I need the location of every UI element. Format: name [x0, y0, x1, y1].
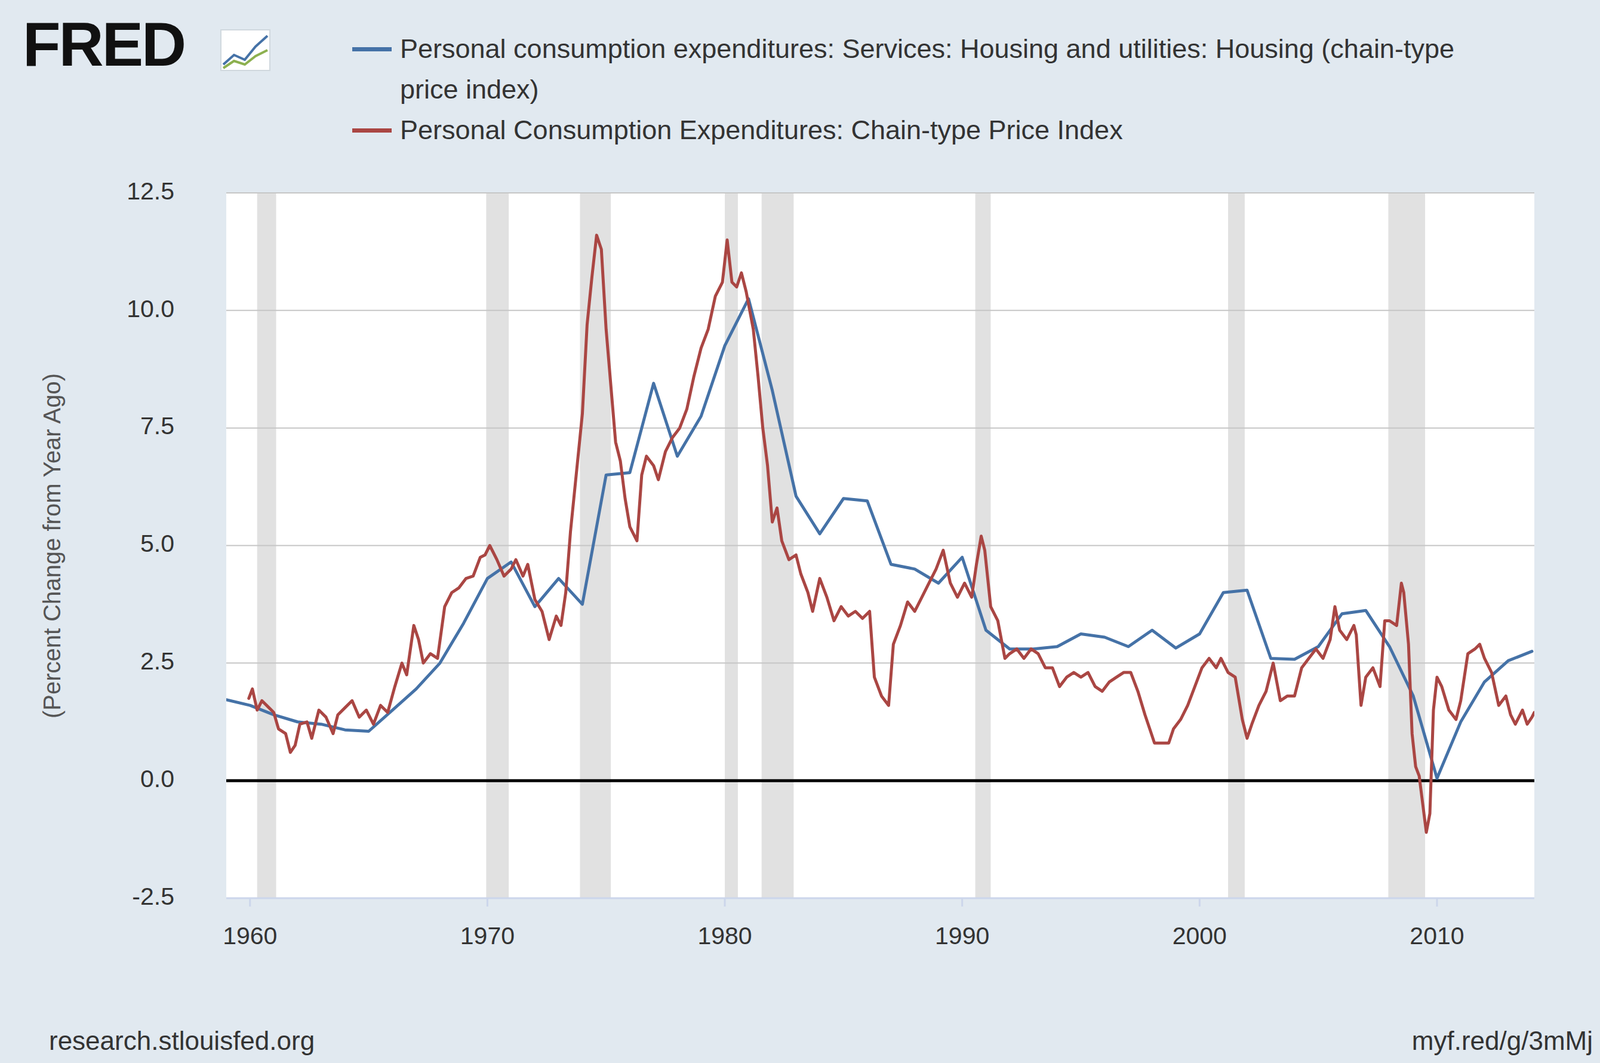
y-tick-label: 10.0 [126, 294, 175, 323]
x-tick [1435, 897, 1438, 907]
logo: FRED [22, 13, 185, 76]
y-tick-label: -2.5 [131, 882, 175, 910]
zero-line [226, 779, 1535, 783]
x-tick-label: 2000 [1172, 921, 1227, 950]
chart: -2.5 0.0 2.5 5.0 7.5 10.0 12.5 1960 1970 1980 1990… [0, 0, 1600, 1063]
x-tick-label: 2010 [1409, 921, 1464, 950]
legend-label: Personal consumption expenditures: Servi… [400, 28, 1475, 110]
x-tick [1198, 897, 1201, 907]
x-tick-label: 1990 [934, 921, 990, 950]
series-line [248, 235, 1535, 833]
grid-line [226, 897, 1535, 899]
x-tick-label: 1970 [460, 921, 515, 950]
x-tick [248, 897, 251, 907]
grid-line [226, 427, 1535, 429]
y-tick-label: 12.5 [126, 177, 175, 205]
x-tick-label: 1980 [697, 921, 752, 950]
y-axis-title: (Percent Change from Year Ago) [38, 373, 66, 719]
y-tick-label: 0.0 [140, 764, 175, 793]
y-tick-label: 5.0 [140, 529, 175, 558]
series-line [226, 298, 1532, 778]
grid-line [226, 192, 1535, 194]
legend-swatch [352, 47, 392, 52]
logo-icon [220, 29, 270, 71]
y-tick-label: 7.5 [140, 411, 175, 440]
page: {"chart_data": { "type": "line", "logo":… [0, 0, 1600, 1063]
x-tick [486, 897, 489, 907]
legend-swatch [352, 128, 392, 133]
plot-area [226, 192, 1535, 898]
x-axis-line [226, 897, 1535, 900]
series-group [226, 235, 1535, 833]
grid-line [226, 545, 1535, 547]
x-tick [961, 897, 963, 907]
legend-label: Personal Consumption Expenditures: Chain… [400, 109, 1475, 151]
grid [226, 192, 1535, 898]
grid-line [226, 309, 1535, 312]
x-tick [724, 897, 726, 907]
x-tick-label: 1960 [222, 921, 278, 950]
short-url: myf.red/g/3mMj [1411, 1025, 1593, 1055]
y-tick-label: 2.5 [140, 647, 175, 675]
source-text: research.stlouisfed.org [48, 1025, 315, 1055]
